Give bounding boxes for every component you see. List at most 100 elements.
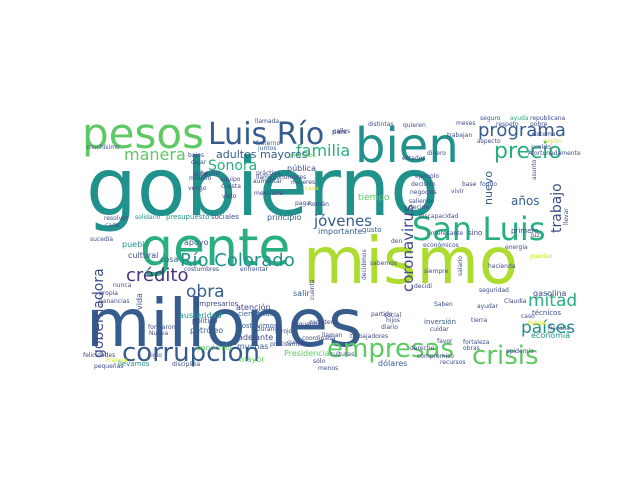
cloud-word: partido: [371, 311, 393, 318]
cloud-word: Francia: [106, 357, 128, 364]
cloud-word: llevar: [563, 208, 570, 225]
cloud-word: atención: [236, 302, 271, 312]
cloud-word: republicana: [530, 115, 566, 122]
cloud-word: llamada: [255, 118, 279, 125]
cloud-word: compromiso: [417, 353, 454, 360]
cloud-word: ejemplo: [415, 173, 439, 180]
cloud-word: siempre: [424, 268, 448, 275]
cloud-word: corrupción: [122, 338, 260, 368]
cloud-word: nuevo: [482, 171, 495, 205]
cloud-word: casa: [305, 185, 319, 192]
cloud-word: base: [462, 181, 477, 188]
cloud-word: país: [332, 128, 347, 136]
cloud-word: favor: [437, 338, 453, 345]
cloud-word: trabajadores: [350, 333, 388, 340]
cloud-word: empresarios: [195, 300, 239, 308]
cloud-word: crisis: [472, 341, 539, 371]
cloud-word: llevamos: [118, 360, 150, 368]
cloud-word: vivir: [451, 188, 464, 195]
cloud-word: respeto: [496, 121, 519, 128]
cloud-word: pesos: [82, 109, 204, 158]
cloud-word: energía: [505, 244, 528, 251]
cloud-word: muchas: [237, 342, 268, 351]
cloud-word: gobernadora: [91, 268, 107, 358]
cloud-word: Afortunadamente: [528, 150, 581, 157]
cloud-word: austeridad: [179, 311, 222, 320]
cloud-word: estados: [402, 155, 425, 162]
cloud-word: siglo: [148, 352, 162, 359]
cloud-word: disciplina: [172, 361, 201, 368]
cloud-word: Román: [308, 201, 329, 208]
cloud-word: fondo: [480, 181, 497, 188]
cloud-word: equipo: [220, 176, 241, 183]
cloud-word: bajos: [188, 152, 204, 159]
cloud-word: Fiscalía: [548, 325, 570, 332]
cloud-word: propia: [99, 290, 118, 297]
cloud-word: trabajo: [549, 183, 565, 233]
cloud-word: importante: [318, 227, 363, 236]
cloud-word: primero: [511, 227, 538, 235]
cloud-word: social: [384, 312, 401, 319]
cloud-word: gente: [140, 218, 290, 278]
cloud-word: caso: [521, 313, 535, 320]
cloud-word: programa: [478, 120, 566, 141]
cloud-word: países: [521, 318, 575, 338]
cloud-word: Luis Río: [208, 117, 324, 152]
cloud-word: mitad: [528, 291, 577, 311]
cloud-word: echo: [193, 171, 208, 178]
cloud-word: distintas: [368, 121, 394, 128]
cloud-word: dinero: [427, 150, 446, 157]
cloud-word: sueldo: [531, 144, 551, 151]
cloud-word: obra: [186, 282, 225, 302]
cloud-word: den: [391, 238, 403, 245]
cloud-word: fraterno: [256, 140, 280, 147]
cloud-word: nunca: [113, 282, 132, 289]
cloud-word: gobierno: [86, 141, 439, 234]
cloud-word: culturas: [330, 351, 354, 358]
cloud-word: tiempo: [358, 193, 390, 203]
cloud-word: Durango: [256, 326, 282, 333]
cloud-word: felicidades: [83, 352, 115, 359]
cloud-word: cuida: [287, 339, 304, 346]
cloud-word: juntos: [257, 145, 276, 152]
cloud-word: Saben: [434, 301, 453, 308]
cloud-word: decirle: [409, 204, 430, 211]
cloud-word: tierra: [471, 317, 488, 324]
cloud-word: menos: [318, 365, 338, 372]
cloud-word: Patria: [528, 320, 546, 327]
cloud-word: salir: [293, 289, 311, 298]
cloud-word: meses: [456, 120, 475, 127]
cloud-word: político: [192, 317, 217, 325]
cloud-word: San Luis: [412, 210, 545, 248]
cloud-word: pobre: [530, 121, 548, 128]
cloud-word: modelo: [189, 175, 212, 182]
cloud-word: petróleo: [190, 325, 223, 335]
cloud-word: adultos mayores: [216, 148, 308, 161]
cloud-word: derecho: [410, 345, 435, 352]
cloud-word: ayudar: [477, 303, 499, 310]
cloud-word: Sonora: [208, 158, 257, 174]
cloud-word: precio: [494, 139, 562, 164]
cloud-word: sociales: [211, 213, 239, 221]
cloud-word: resolver: [104, 215, 129, 222]
cloud-word: gusto: [362, 226, 382, 234]
cloud-word: manera: [124, 145, 186, 164]
cloud-word: decidí: [414, 283, 432, 290]
cloud-word: obras: [463, 345, 480, 352]
cloud-word: inversión: [424, 318, 456, 326]
cloud-word: aumentar: [253, 178, 283, 185]
cloud-word: científicos: [238, 310, 274, 318]
cloud-word: cuidar: [430, 326, 449, 333]
cloud-word: vengo: [188, 185, 207, 192]
cloud-word: región: [543, 138, 562, 145]
cloud-word: interesante: [429, 230, 463, 237]
cloud-word: cada: [105, 222, 120, 229]
cloud-word: discapacidad: [419, 213, 459, 220]
cloud-word: diario: [381, 324, 398, 331]
cloud-word: asunto: [531, 159, 538, 180]
cloud-word: sino: [468, 229, 482, 237]
cloud-word: empresas: [327, 334, 454, 364]
cloud-word: coordinada: [302, 335, 336, 342]
